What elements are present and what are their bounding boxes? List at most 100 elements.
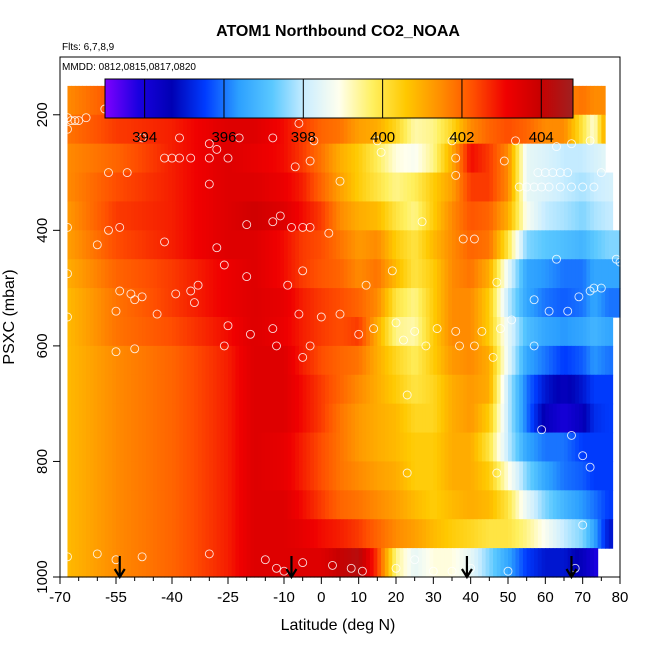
heatmap-cell (597, 317, 602, 347)
heatmap-cell (149, 519, 154, 549)
heatmap-cell (97, 519, 102, 549)
heatmap-cell (519, 490, 524, 520)
heatmap-cell (134, 230, 139, 260)
heatmap-cell (108, 288, 113, 318)
heatmap-cell (463, 461, 468, 491)
heatmap-cell (504, 461, 509, 491)
heatmap-cell (433, 432, 438, 463)
heatmap-cell (582, 114, 587, 145)
heatmap-cell (593, 490, 599, 520)
heatmap-cell (179, 172, 184, 203)
heatmap-cell (250, 432, 255, 463)
heatmap-cell (515, 288, 520, 318)
heatmap-cell (366, 374, 371, 405)
heatmap-cell (186, 172, 192, 203)
heatmap-cell (478, 259, 483, 289)
heatmap-cell (369, 432, 375, 463)
heatmap-cell (612, 259, 617, 289)
heatmap-cell (545, 345, 550, 376)
heatmap-cell (224, 259, 229, 289)
heatmap-cell (265, 230, 270, 260)
heatmap-cell (534, 230, 539, 260)
heatmap-cell (425, 490, 431, 520)
heatmap-cell (130, 317, 136, 347)
heatmap-layer (67, 85, 621, 578)
heatmap-cell (414, 230, 419, 260)
observation-point (268, 217, 278, 227)
heatmap-cell (410, 461, 416, 491)
heatmap-cell (526, 317, 531, 347)
heatmap-cell (519, 461, 524, 491)
heatmap-cell (515, 548, 520, 578)
heatmap-cell (496, 143, 502, 174)
heatmap-cell (287, 172, 293, 203)
heatmap-cell (179, 548, 184, 578)
heatmap-cell (597, 461, 602, 491)
heatmap-cell (119, 345, 125, 376)
heatmap-cell (250, 317, 255, 347)
heatmap-cell (560, 288, 565, 318)
observation-point (354, 329, 364, 339)
heatmap-cell (231, 374, 237, 405)
heatmap-cell (347, 114, 352, 145)
heatmap-cell (593, 201, 599, 231)
heatmap-cell (228, 519, 233, 549)
heatmap-cell (485, 143, 490, 174)
heatmap-cell (508, 201, 513, 231)
observation-point (492, 468, 502, 478)
heatmap-cell (508, 461, 513, 491)
heatmap-cell (381, 432, 386, 463)
heatmap-cell (172, 201, 177, 231)
heatmap-cell (86, 288, 91, 318)
heatmap-cell (242, 230, 248, 260)
observation-point (245, 329, 255, 339)
heatmap-cell (448, 230, 453, 260)
heatmap-cell (407, 548, 412, 578)
x-axis-label: Latitude (deg N) (281, 617, 396, 634)
heatmap-cell (239, 403, 244, 434)
heatmap-cell (313, 201, 319, 231)
heatmap-cell (205, 288, 210, 318)
heatmap-cell (601, 490, 606, 520)
heatmap-cell (552, 374, 558, 405)
heatmap-cell (172, 403, 177, 434)
observation-point (596, 168, 606, 178)
heatmap-cell (429, 288, 434, 318)
observation-point (294, 118, 304, 128)
heatmap-cell (444, 317, 449, 347)
heatmap-cell (194, 432, 199, 463)
heatmap-cell (328, 374, 334, 405)
heatmap-cell (205, 259, 210, 289)
heatmap-cell (209, 317, 214, 347)
heatmap-cell (616, 259, 621, 289)
heatmap-cell (291, 490, 296, 520)
heatmap-cell (257, 114, 263, 145)
heatmap-cell (578, 201, 584, 231)
heatmap-cell (310, 374, 315, 405)
observation-point (212, 144, 222, 154)
heatmap-cell (545, 490, 550, 520)
heatmap-cell (392, 432, 397, 463)
heatmap-cell (201, 490, 207, 520)
heatmap-cell (571, 374, 576, 405)
heatmap-cell (269, 172, 274, 203)
heatmap-cell (582, 461, 587, 491)
heatmap-cell (358, 143, 363, 174)
heatmap-cell (71, 230, 76, 260)
heatmap-cell (220, 548, 225, 578)
heatmap-cell (213, 259, 218, 289)
heatmap-cell (586, 374, 591, 405)
heatmap-cell (172, 374, 177, 405)
heatmap-cell (459, 143, 464, 174)
heatmap-cell (474, 172, 479, 203)
heatmap-cell (597, 519, 602, 549)
heatmap-cell (101, 345, 106, 376)
heatmap-cell (172, 490, 177, 520)
heatmap-cell (343, 403, 349, 434)
heatmap-cell (403, 403, 408, 434)
heatmap-cell (291, 172, 296, 203)
heatmap-cell (93, 259, 98, 289)
heatmap-cell (332, 201, 337, 231)
heatmap-cell (519, 403, 524, 434)
observation-point (585, 136, 595, 146)
